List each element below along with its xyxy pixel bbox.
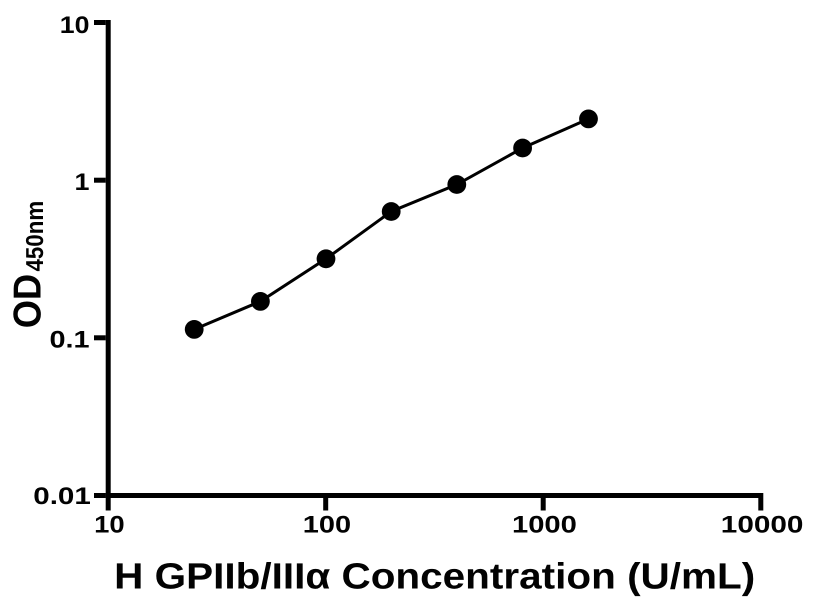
svg-text:OD: OD (6, 274, 49, 328)
svg-text:100: 100 (303, 511, 351, 538)
svg-text:1000: 1000 (512, 511, 577, 538)
svg-text:1: 1 (75, 169, 90, 196)
svg-text:10: 10 (94, 511, 124, 538)
svg-text:450nm: 450nm (22, 201, 49, 272)
svg-text:0.01: 0.01 (33, 483, 91, 510)
svg-text:H GPIIb/IIIα Concentration (U/: H GPIIb/IIIα Concentration (U/mL) (114, 556, 755, 597)
svg-text:10000: 10000 (721, 511, 804, 538)
svg-text:0.1: 0.1 (49, 326, 89, 353)
svg-text:10: 10 (60, 12, 90, 39)
